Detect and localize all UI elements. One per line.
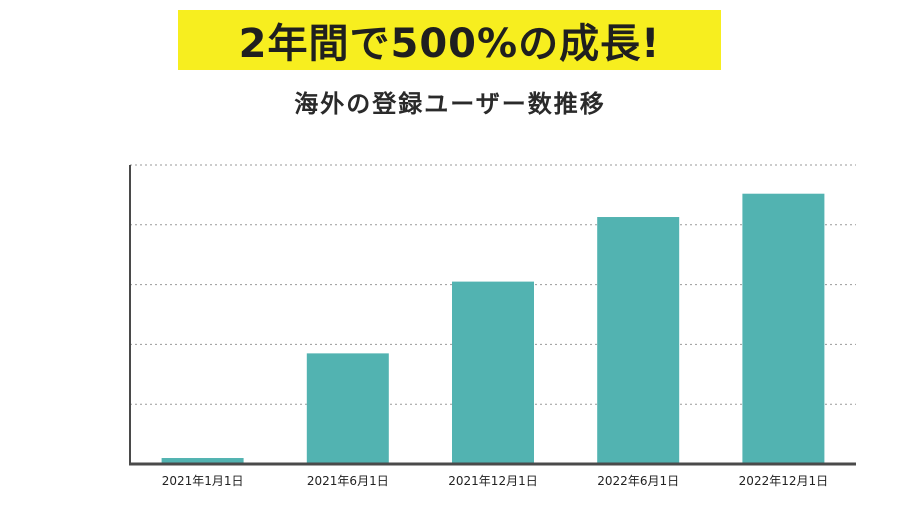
bar (742, 193, 825, 465)
bar (161, 458, 244, 464)
x-tick-label: 2021年1月1日 (162, 474, 244, 488)
headline-banner: 2年間で500%の成長! (178, 10, 721, 70)
x-tick-label: 2022年12月1日 (739, 474, 828, 488)
x-tick-label: 2022年6月1日 (597, 474, 679, 488)
x-tick-label: 2021年6月1日 (307, 474, 389, 488)
bar (597, 217, 680, 464)
bar (452, 281, 534, 464)
x-tick-label: 2021年12月1日 (448, 474, 537, 488)
headline-text: 2年間で500%の成長! (238, 21, 661, 67)
chart-subtitle: 海外の登録ユーザー数推移 (294, 90, 606, 118)
bar (306, 353, 389, 464)
